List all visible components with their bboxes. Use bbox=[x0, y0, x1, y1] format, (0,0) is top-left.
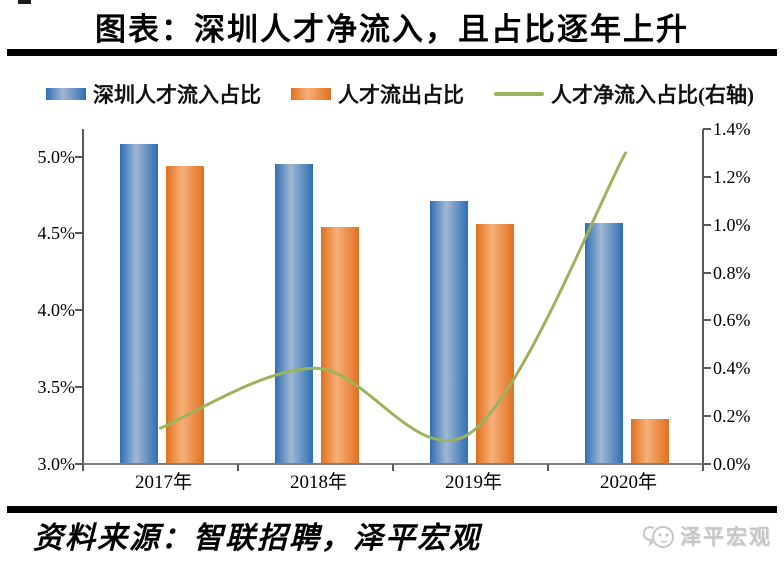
legend-item-1: 深圳人才流入占比 bbox=[46, 79, 261, 109]
bar-series1-2019年 bbox=[430, 201, 468, 464]
y-axis-right-label: 0.6% bbox=[713, 310, 751, 331]
y-axis-right-label: 1.2% bbox=[713, 166, 751, 187]
chart-legend: 深圳人才流入占比 人才流出占比 人才净流入占比(右轴) bbox=[46, 80, 754, 108]
y-axis-left-label: 3.5% bbox=[37, 377, 76, 398]
bar-series1-2017年 bbox=[120, 144, 158, 464]
source-note: 资料来源：智联招聘，泽平宏观 bbox=[33, 522, 481, 555]
net-inflow-line bbox=[159, 151, 627, 442]
y-axis-right-tick bbox=[703, 319, 711, 322]
watermark-text: 泽平宏观 bbox=[680, 525, 772, 549]
y-axis-right-label: 1.4% bbox=[713, 119, 751, 139]
y-axis-left-tick bbox=[75, 309, 83, 312]
crop-artifact-dash bbox=[18, 0, 31, 4]
legend-label: 人才净流入占比(右轴) bbox=[551, 83, 754, 107]
y-axis-left-tick bbox=[75, 155, 83, 158]
x-axis-label: 2018年 bbox=[289, 472, 347, 493]
watermark: 泽平宏观 bbox=[641, 521, 772, 551]
y-axis-right-line bbox=[702, 129, 704, 465]
legend-line-swatch bbox=[494, 92, 544, 96]
y-axis-right-label: 0.4% bbox=[713, 358, 751, 379]
y-axis-right-tick bbox=[703, 463, 711, 465]
y-axis-right-tick bbox=[703, 415, 711, 418]
y-axis-left-label: 4.5% bbox=[37, 223, 76, 244]
y-axis-left-label: 4.0% bbox=[37, 300, 76, 321]
legend-label: 深圳人才流入占比 bbox=[93, 83, 261, 107]
bar-series1-2018年 bbox=[275, 164, 313, 464]
y-axis-left-tick bbox=[75, 232, 83, 235]
y-axis-right-tick bbox=[703, 175, 711, 178]
y-axis-right-tick bbox=[703, 271, 711, 274]
y-axis-left-tick bbox=[75, 386, 83, 389]
x-axis-label: 2017年 bbox=[134, 472, 192, 493]
bar-series2-2018年 bbox=[321, 227, 359, 464]
y-axis-right-tick bbox=[703, 128, 711, 130]
y-axis-right-label: 0.8% bbox=[713, 262, 751, 283]
x-axis-label: 2020年 bbox=[599, 472, 657, 493]
legend-bar-swatch bbox=[46, 88, 86, 100]
x-axis-tick bbox=[702, 464, 704, 471]
plot-area bbox=[75, 128, 711, 471]
bar-series2-2020年 bbox=[631, 419, 669, 464]
x-axis-tick bbox=[547, 464, 549, 471]
x-axis-tick bbox=[237, 464, 239, 471]
y-axis-right-tick bbox=[703, 223, 711, 226]
chart-title: 图表：深圳人才净流入，且占比逐年上升 bbox=[95, 12, 689, 47]
x-axis-tick bbox=[392, 464, 394, 471]
y-axis-left-label: 3.0% bbox=[37, 454, 76, 474]
y-axis-right-label: 1.0% bbox=[713, 214, 751, 235]
legend-label: 人才流出占比 bbox=[338, 83, 464, 107]
y-axis-right-label: 0.2% bbox=[713, 406, 751, 427]
legend-bar-swatch bbox=[291, 88, 331, 100]
zeping-macro-logo-icon bbox=[642, 525, 674, 548]
y-axis-right-tick bbox=[703, 367, 711, 370]
y-axis-left-label: 5.0% bbox=[37, 146, 76, 167]
divider-bottom bbox=[7, 506, 777, 513]
y-axis-left-tick bbox=[75, 463, 83, 465]
x-axis-tick bbox=[82, 464, 84, 471]
bar-series1-2020年 bbox=[585, 222, 623, 464]
x-axis-label: 2019年 bbox=[444, 472, 502, 493]
legend-item-3: 人才净流入占比(右轴) bbox=[494, 79, 754, 109]
legend-item-2: 人才流出占比 bbox=[291, 79, 464, 109]
divider-top bbox=[7, 49, 777, 56]
bar-series2-2017年 bbox=[166, 165, 204, 464]
y-axis-left-line bbox=[82, 129, 84, 465]
y-axis-right-label: 0.0% bbox=[713, 454, 751, 474]
